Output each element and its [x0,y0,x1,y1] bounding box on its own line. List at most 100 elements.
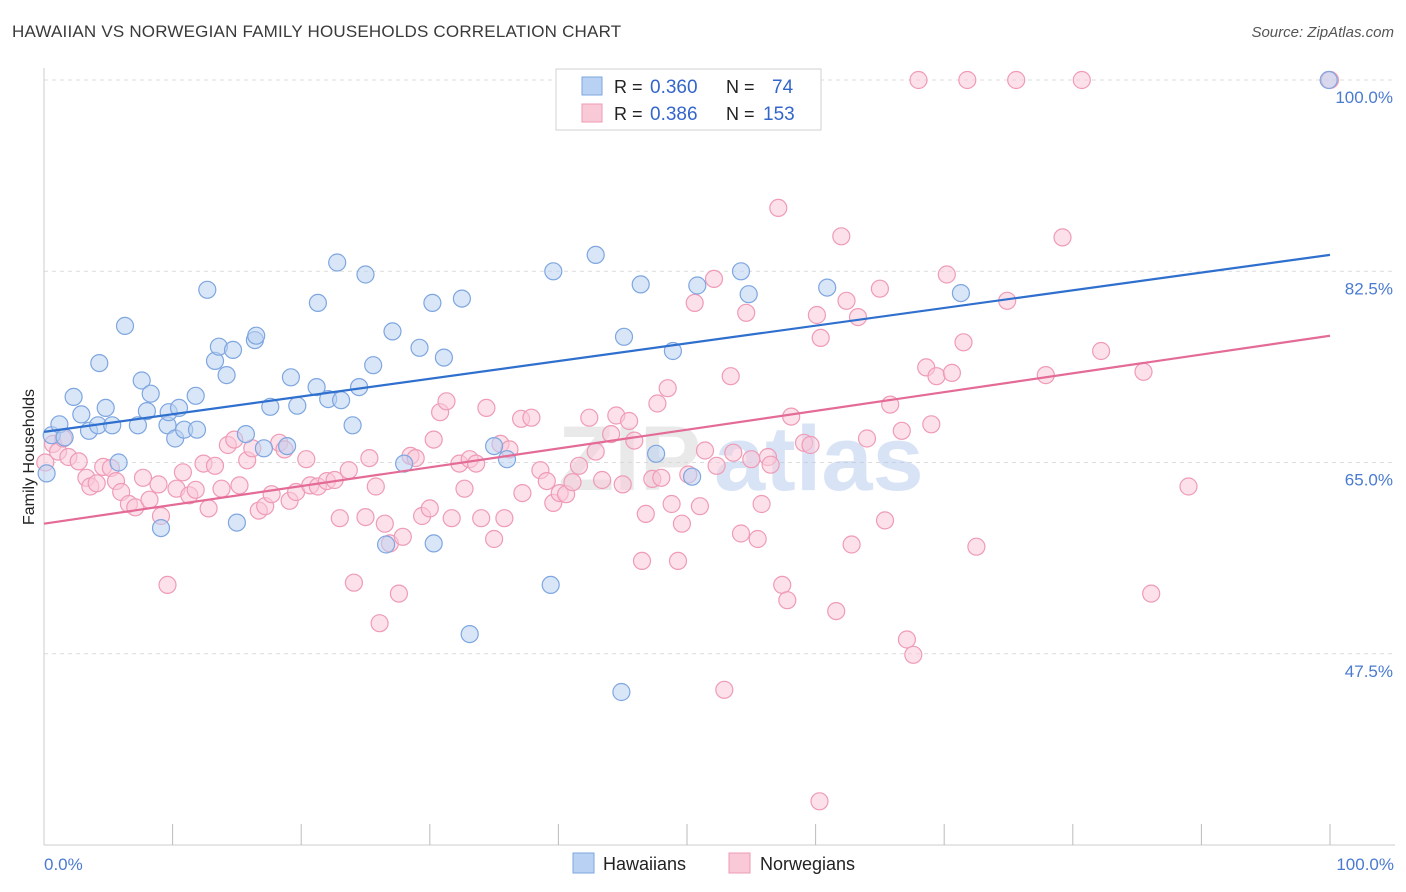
hawaiians-point [460,624,479,644]
hawaiians-point [434,348,453,367]
norwegians-r-label: R = [614,104,643,124]
norwegians-point [537,472,556,491]
norwegians-point [133,468,153,487]
norwegians-point [724,443,743,462]
norwegians-point [761,455,780,474]
hawaiians-point [115,316,135,335]
hawaiians-point [72,405,91,424]
hawaiians-point [356,265,375,284]
norwegians-point [967,537,986,556]
hawaiians-point [377,535,396,554]
norwegians-point [875,511,895,530]
hawaiians-point [236,425,255,444]
norwegians-point [212,479,231,498]
norwegians-point [848,308,868,327]
y-tick-label: 82.5% [1345,279,1393,298]
norwegians-legend-swatch [581,103,603,123]
hawaiians-point [614,327,634,346]
norwegians-point [1091,341,1111,361]
hawaiians-legend-swatch [581,76,603,96]
norwegians-point [922,415,941,434]
hawaiians-point [109,453,128,472]
norwegians-point [731,524,751,543]
norwegians-point [344,573,363,592]
norwegians-point [613,475,632,494]
norwegians-point [297,450,316,469]
hawaiians-point [586,245,605,264]
norwegians-point [1134,362,1153,381]
hawaiians-point [631,275,650,294]
hawaiians-point [281,368,300,387]
hawaiians-point [103,416,122,435]
hawaiians-point [1319,70,1338,90]
norwegians-point [958,70,977,90]
norwegians-point [205,456,225,475]
norwegians-point [773,575,792,595]
x-tick-label-min: 0.0% [44,855,83,874]
gridlines [44,79,1395,655]
hawaiians-point [818,278,837,297]
norwegians-point [801,435,820,455]
hawaiians-point [328,253,347,272]
hawaiians-point [217,366,236,385]
norwegians-point [1036,366,1055,385]
norwegians-point [495,509,514,528]
norwegians-point [158,575,177,595]
hawaiians-point [646,444,666,463]
norwegians-point [173,463,192,482]
hawaiians-point [261,397,280,416]
hawaiians-n-label: N = [726,77,755,97]
norwegians-point [569,456,589,475]
norwegians-point [87,474,106,493]
norwegians-point [1179,477,1198,496]
stats-legend: R = 0.360 N = 74 R = 0.386 N = 153 [555,68,822,131]
norwegians-point [837,291,856,310]
norwegians-point [592,470,612,490]
hawaiians-point [452,289,471,308]
hawaiians-bottom-swatch [572,852,595,874]
hawaiians-point [186,386,205,405]
norwegians-point [937,265,956,284]
hawaiians-point [544,262,563,281]
norwegians-point [442,509,461,528]
norwegians-point [393,527,412,546]
norwegians-point [942,363,962,382]
hawaiians-point [383,322,402,341]
norwegians-point [330,509,349,528]
hawaiians-point [688,276,707,295]
norwegians-point [807,305,827,325]
norwegians-point [737,303,756,322]
hawaiians-r-value: 0.360 [650,77,698,98]
hawaiians-point [682,467,702,486]
norwegians-point [904,645,923,664]
series-legend: Hawaiians Norwegians [572,852,855,874]
hawaiians-point [410,338,429,357]
y-tick-labels: 47.5% 65.0% 82.5% 100.0% [1335,88,1393,681]
hawaiians-point [541,575,560,595]
hawaiians-point [485,437,504,456]
hawaiians-point [132,371,151,390]
norwegians-point [69,452,88,471]
hawaiians-point [128,416,147,435]
norwegians-point [662,494,681,514]
hawaiians-bottom-label: Hawaiians [603,854,686,874]
hawaiians-point [364,356,383,375]
hawaiians-point [137,402,156,421]
hawaiians-point [247,326,266,345]
norwegians-point [455,479,474,498]
hawaiians-point [55,428,74,447]
norwegians-point [695,441,715,460]
norwegians-point [636,504,655,524]
norwegians-point [715,680,734,699]
norwegians-point [360,449,379,468]
norwegians-point [668,551,688,571]
source-label: Source: ZipAtlas.com [1251,24,1394,41]
hawaiians-r-label: R = [614,77,643,97]
hawaiians-point [731,262,751,281]
chart-title: HAWAIIAN VS NORWEGIAN FAMILY HOUSEHOLDS … [12,22,622,41]
norwegians-point [827,601,846,621]
norwegians-point [707,456,726,475]
norwegians-point [748,529,767,549]
norwegians-point [1142,584,1161,603]
